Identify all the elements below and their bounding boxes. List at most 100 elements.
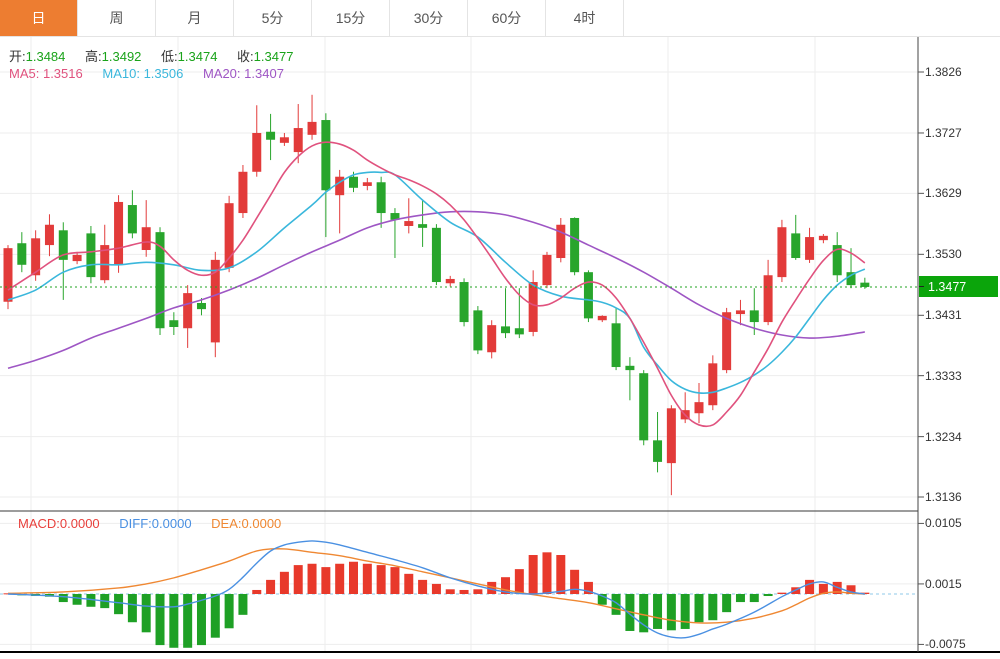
ma-legend: MA5: 1.3516 MA10: 1.3506 MA20: 1.3407	[9, 66, 300, 81]
candle-down	[514, 328, 524, 335]
macd-bar	[3, 593, 13, 595]
tab-week[interactable]: 周	[78, 0, 156, 36]
candle-down	[431, 227, 441, 283]
y-axis-label: -0.0075	[925, 637, 966, 652]
candle-down	[791, 233, 801, 259]
y-axis-label: 1.3727	[925, 125, 962, 140]
candle-down	[321, 120, 331, 191]
ma5-value: 1.3516	[42, 66, 83, 81]
macd-bar	[583, 581, 593, 594]
macd-bar	[266, 579, 276, 594]
candle-up	[293, 128, 303, 153]
dea-line	[7, 548, 865, 624]
candle-up	[708, 363, 718, 406]
macd-legend: MACD:0.0000 DIFF:0.0000 DEA:0.0000	[18, 516, 297, 531]
macd-bar	[307, 563, 317, 594]
macd-bar	[293, 565, 303, 594]
diff-value: 0.0000	[151, 516, 192, 531]
low-label: 低:	[161, 49, 178, 64]
candle-up	[31, 238, 41, 276]
candle-up	[238, 171, 248, 214]
macd-value: 0.0000	[59, 516, 100, 531]
macd-bar	[694, 594, 704, 623]
open-value: 1.3484	[25, 49, 66, 64]
y-axis-label: 0.0105	[925, 516, 962, 531]
macd-bar	[763, 594, 773, 597]
ohlc-readout: 开:1.3484 高:1.3492 低:1.3474 收:1.3477	[9, 46, 309, 65]
timeframe-tab-bar: 日 周 月 5分 15分 30分 60分 4时	[0, 0, 1000, 37]
macd-bar	[86, 594, 96, 607]
macd-bar	[418, 579, 428, 594]
macd-bar	[735, 594, 745, 603]
ma5-label: MA5:	[9, 66, 40, 81]
candle-up	[44, 224, 54, 246]
macd-bar	[653, 594, 663, 629]
candle-up	[805, 237, 815, 260]
macd-bar	[777, 592, 787, 594]
candle-down	[611, 323, 621, 368]
candle-down	[625, 365, 635, 371]
candle-down	[17, 243, 27, 265]
macd-bar	[390, 567, 400, 594]
candle-up	[279, 137, 289, 143]
macd-bar	[473, 589, 483, 594]
candle-down	[155, 232, 165, 329]
macd-bar	[501, 577, 511, 594]
candle-down	[58, 230, 68, 260]
candle-down	[390, 213, 400, 220]
open-label: 开:	[9, 49, 26, 64]
macd-bar	[611, 594, 621, 615]
candle-up	[72, 254, 82, 262]
macd-bar	[279, 571, 289, 594]
macd-bar	[528, 555, 538, 594]
tab-4hour[interactable]: 4时	[546, 0, 624, 36]
macd-bar	[127, 594, 137, 623]
macd-bar	[818, 583, 828, 594]
candle-down	[570, 217, 580, 273]
candle-up	[542, 254, 552, 286]
tab-day[interactable]: 日	[0, 0, 78, 36]
candle-down	[846, 272, 856, 286]
ma20-label: MA20:	[202, 66, 241, 81]
ma20-line	[7, 210, 865, 370]
macd-bar	[749, 594, 759, 603]
candle-down	[418, 224, 428, 228]
candle-up	[528, 282, 538, 332]
low-value: 1.3474	[177, 49, 218, 64]
macd-bar	[404, 573, 414, 594]
candle-down	[376, 182, 386, 214]
macd-bar	[722, 594, 732, 613]
y-axis-label: 1.3431	[925, 308, 962, 323]
candle-down	[266, 131, 276, 140]
candle-down	[749, 310, 759, 323]
tab-month[interactable]: 月	[156, 0, 234, 36]
macd-bar	[183, 594, 193, 648]
tab-30min[interactable]: 30分	[390, 0, 468, 36]
tab-15min[interactable]: 15分	[312, 0, 390, 36]
candle-down	[86, 233, 96, 278]
candle-down	[832, 245, 842, 276]
candle-down	[653, 440, 663, 462]
candle-up	[100, 245, 110, 281]
candle-up	[694, 402, 704, 414]
diff-line	[7, 540, 865, 639]
candle-up	[210, 259, 220, 343]
y-axis-label: 1.3629	[925, 186, 962, 201]
candle-up	[818, 235, 828, 241]
macd-bar	[431, 583, 441, 594]
macd-bar	[542, 552, 552, 594]
candle-down	[860, 282, 870, 287]
candle-down	[459, 282, 469, 323]
macd-bar	[141, 594, 151, 633]
macd-bar	[597, 594, 607, 605]
tab-60min[interactable]: 60分	[468, 0, 546, 36]
candle-down	[349, 176, 358, 188]
candle-up	[224, 203, 234, 268]
y-axis-label: 1.3530	[925, 247, 962, 262]
macd-bar	[58, 594, 68, 603]
candle-up	[114, 201, 124, 265]
candle-down	[127, 205, 137, 234]
tab-5min[interactable]: 5分	[234, 0, 312, 36]
macd-bar	[196, 594, 206, 646]
